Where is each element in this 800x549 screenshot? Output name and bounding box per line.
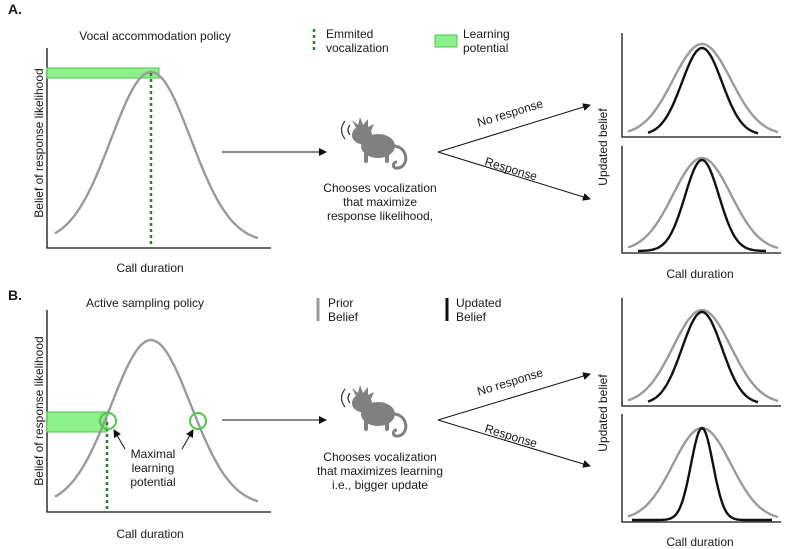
panel-a-learning-potential-bar xyxy=(46,67,160,79)
panel-b-annotation-arrow-right xyxy=(181,429,194,450)
panel-b-prior-curve xyxy=(54,338,259,503)
panel-a-bottom-right-updated-curve xyxy=(638,158,766,253)
panel-a-branch-no-response-arrow xyxy=(437,103,591,153)
panel-b-y-axis-label: Belief of response likelihood xyxy=(32,336,46,486)
panel-a xyxy=(46,29,781,254)
panel-b-annotation-arrow-left xyxy=(113,429,126,450)
panel-a-right-x-axis-label: Call duration xyxy=(666,267,734,281)
panel-b-monkey-caption: Chooses vocalization that maximizes lear… xyxy=(316,450,444,492)
panel-b-branch-no-response-arrow xyxy=(437,372,591,421)
legend-learning-marker xyxy=(434,34,458,48)
panel-b-top-right-updated-curve xyxy=(647,310,759,404)
panel-a-axes xyxy=(46,48,271,249)
panel-a-policy-title: Vocal accommodation policy xyxy=(79,29,231,43)
panel-b-bottom-right-axes xyxy=(621,414,781,523)
legend-emitted-label: Emmited vocalization xyxy=(326,27,389,55)
panel-b-bottom-right-prior-curve xyxy=(627,426,779,519)
monkey-vocalizing-icon xyxy=(340,385,408,438)
panel-b-max-learning-right-marker xyxy=(189,412,207,430)
panel-b-right-y-axis-label: Updated belief xyxy=(596,374,610,452)
panel-b-annotation: Maximal learning potential xyxy=(130,447,176,489)
panel-a-prior-curve xyxy=(54,70,259,240)
panel-b-top-right-prior-curve xyxy=(627,308,779,403)
panel-a-bottom-right-prior-curve xyxy=(627,156,779,250)
panel-b xyxy=(46,298,781,523)
panel-b-policy-title: Active sampling policy xyxy=(85,296,205,310)
monkey-vocalizing-icon xyxy=(340,117,408,170)
panel-a-top-right-prior-curve xyxy=(627,42,779,134)
panel-a-branch-response-arrow xyxy=(437,151,591,201)
panel-b-branch-response-arrow xyxy=(437,419,591,468)
panel-b-learning-potential-bar xyxy=(46,411,108,433)
panel-a-top-right-updated-curve xyxy=(647,46,759,135)
panel-a-letter: A. xyxy=(8,1,22,17)
panel-b-bottom-right-updated-curve xyxy=(632,426,772,522)
panel-a-x-axis-label: Call duration xyxy=(116,261,184,275)
panel-b-top-right-axes xyxy=(621,298,781,407)
panel-b-right-x-axis-label: Call duration xyxy=(666,535,734,549)
panel-a-right-y-axis-label: Updated belief xyxy=(596,108,610,186)
panel-a-bottom-right-axes xyxy=(621,146,781,254)
panel-b-axes xyxy=(46,310,271,513)
panel-b-x-axis-label: Call duration xyxy=(116,527,184,541)
legend-updated-label: Updated Belief xyxy=(456,296,502,324)
panel-a-y-axis-label: Belief of response likelihood xyxy=(32,68,46,218)
legend-prior-label: Prior Belief xyxy=(328,296,359,324)
panel-a-monkey-caption: Chooses vocalization that maximize respo… xyxy=(323,181,437,223)
panel-b-max-learning-left-marker xyxy=(99,412,117,430)
panel-b-letter: B. xyxy=(8,287,22,303)
panel-a-top-right-axes xyxy=(621,33,781,138)
legend-learning-label: Learning potential xyxy=(463,27,510,55)
